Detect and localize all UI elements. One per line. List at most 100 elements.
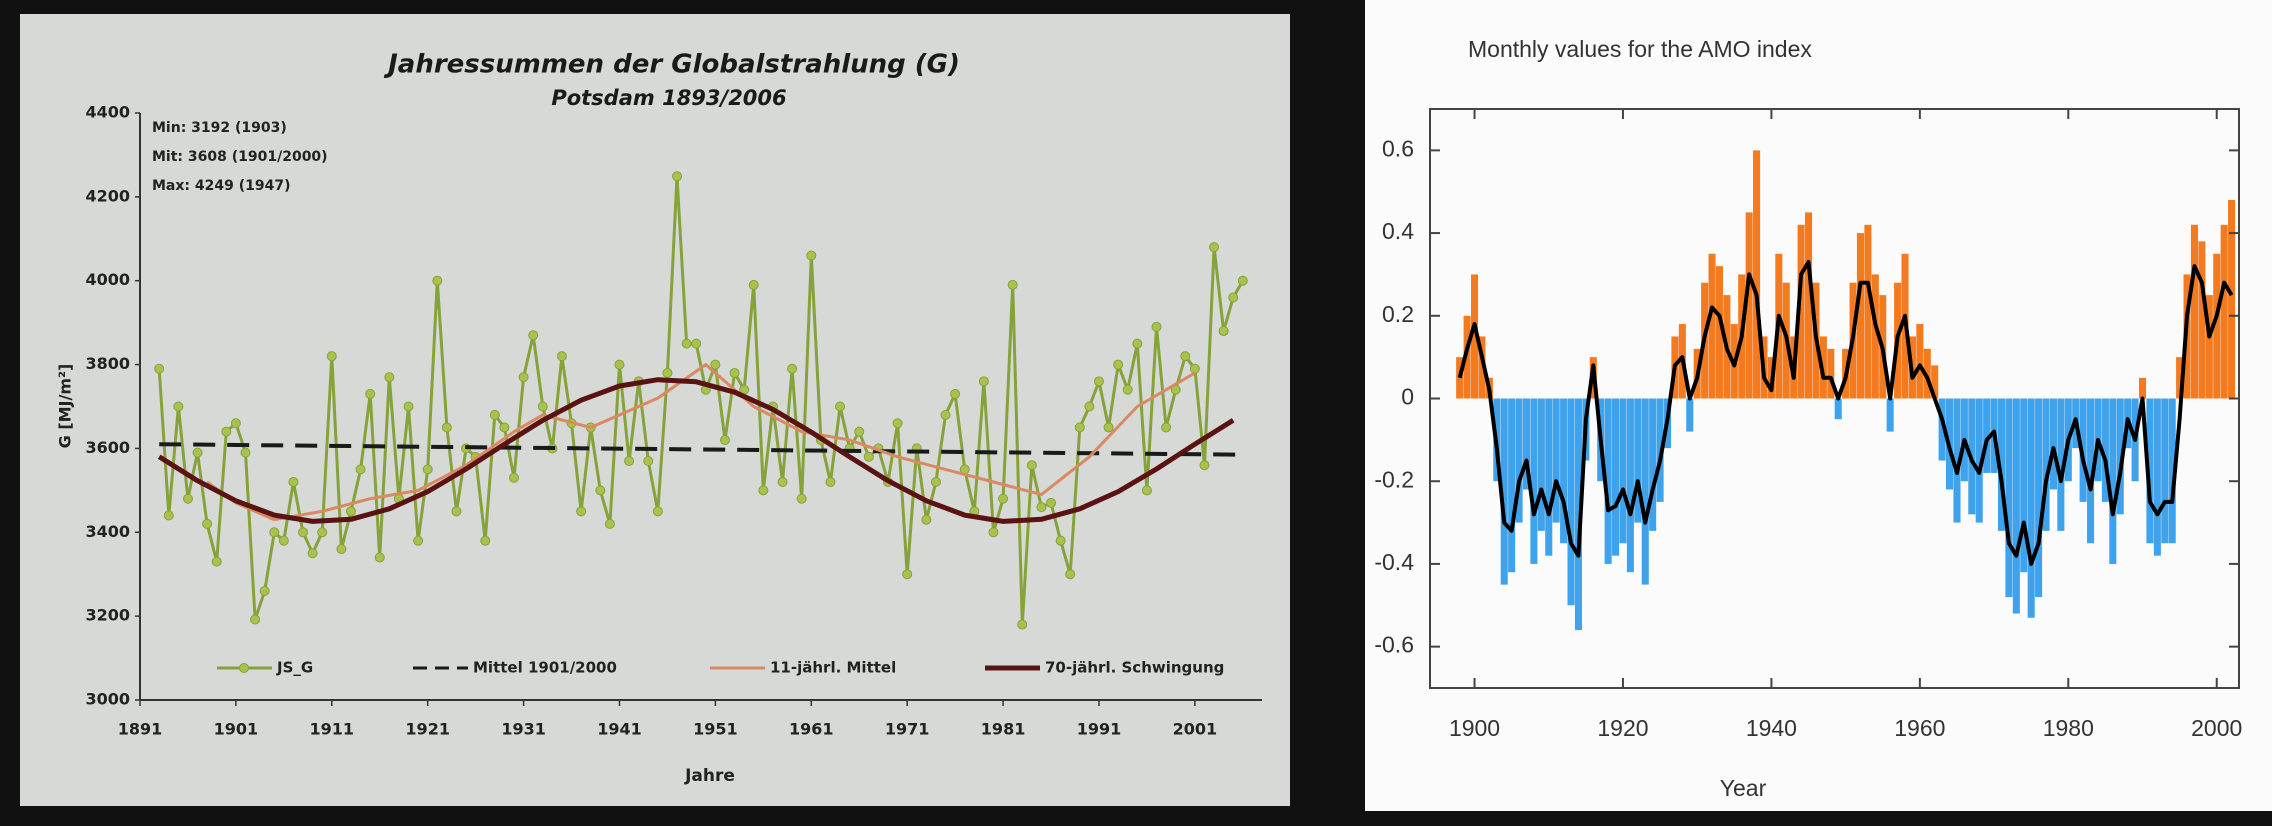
data-point [1141, 485, 1152, 496]
data-point [365, 388, 376, 399]
bar [1508, 398, 1516, 573]
y-tick-label: 3400 [85, 522, 130, 541]
y-tick-label: -0.4 [1374, 549, 1414, 575]
x-tick-label: 1971 [885, 720, 930, 739]
bar [2161, 398, 2169, 544]
data-point [758, 485, 769, 496]
bar [1708, 253, 1716, 399]
data-point [441, 422, 452, 433]
data-point [403, 401, 414, 412]
data-point [278, 535, 289, 546]
x-tick-label: 2000 [2191, 715, 2242, 741]
data-point [604, 518, 615, 529]
data-point [1237, 275, 1248, 286]
bar [1574, 398, 1582, 631]
data-point [1084, 401, 1095, 412]
data-point [173, 401, 184, 412]
bar [2049, 398, 2057, 490]
data-point [729, 367, 740, 378]
bar [2228, 199, 2236, 399]
bar [1567, 398, 1575, 606]
data-point [892, 418, 903, 429]
data-point [240, 447, 251, 458]
bar [2012, 398, 2020, 614]
data-point [1218, 326, 1229, 337]
bar [1715, 266, 1723, 399]
bar [1997, 398, 2006, 531]
data-point [825, 476, 836, 487]
data-point [672, 171, 683, 182]
bar [1641, 398, 1649, 585]
y-tick-label: 0.2 [1382, 301, 1414, 327]
smoothed-line [1457, 260, 2234, 566]
data-point [921, 514, 932, 525]
bar [1649, 398, 1657, 531]
data-point [163, 510, 174, 521]
bar [1834, 398, 1842, 420]
bar [1886, 398, 1894, 432]
data-point [652, 506, 663, 517]
bar [1626, 398, 1634, 573]
data-point [221, 426, 232, 437]
y-tick-label: -0.6 [1374, 632, 1414, 658]
bar [1530, 398, 1538, 564]
x-tick-label: 1941 [597, 720, 642, 739]
x-tick-label: 1981 [981, 720, 1026, 739]
data-point [930, 476, 941, 487]
y-tick-label: -0.2 [1374, 466, 1414, 492]
y-tick-label: 4200 [85, 186, 130, 205]
bar [2057, 398, 2065, 531]
series-line [159, 442, 1243, 457]
x-tick-label: 1940 [1746, 715, 1797, 741]
data-point [643, 456, 654, 467]
bar [1500, 398, 1508, 585]
bar [2146, 398, 2154, 544]
data-point [978, 376, 989, 387]
bar [2213, 253, 2221, 399]
data-point [806, 250, 817, 261]
data-point [796, 493, 807, 504]
y-tick-label: 3600 [85, 438, 130, 457]
x-tick-label: 1900 [1449, 715, 1500, 741]
data-point [998, 493, 1009, 504]
data-point [1065, 569, 1076, 580]
data-point [345, 506, 356, 517]
data-point [298, 527, 309, 538]
data-point [1228, 292, 1239, 303]
data-point [1122, 384, 1133, 395]
y-tick-label: 3800 [85, 354, 130, 373]
data-point [288, 476, 299, 487]
bar [1515, 398, 1523, 523]
bar [2035, 398, 2043, 598]
data-point [326, 351, 337, 362]
data-point [1113, 359, 1124, 370]
data-point [1180, 351, 1191, 362]
bar [1545, 398, 1553, 556]
bar [2005, 398, 2013, 598]
data-point [662, 367, 673, 378]
x-axis-label: Year [1720, 775, 1767, 801]
x-tick-label: 1901 [214, 720, 259, 739]
bar [1975, 398, 1983, 523]
data-point [307, 548, 318, 559]
bar [1864, 224, 1872, 399]
bar [1983, 398, 1991, 473]
data-point [489, 409, 500, 420]
left-panel [20, 14, 1290, 806]
bar [2168, 398, 2176, 544]
bar [1560, 398, 1568, 544]
bar [2176, 357, 2184, 399]
bar [1931, 365, 1939, 399]
data-point [451, 506, 462, 517]
bar [1827, 348, 1835, 399]
data-point [902, 569, 913, 580]
bar [1634, 398, 1642, 523]
data-point [787, 363, 798, 374]
legend-label: JS_G [276, 659, 313, 677]
bar [2020, 398, 2028, 573]
bar [1753, 150, 1761, 399]
x-tick-label: 2001 [1173, 720, 1218, 739]
data-point [432, 275, 443, 286]
y-tick-label: 0.4 [1382, 218, 1414, 244]
bar [1856, 233, 1865, 399]
